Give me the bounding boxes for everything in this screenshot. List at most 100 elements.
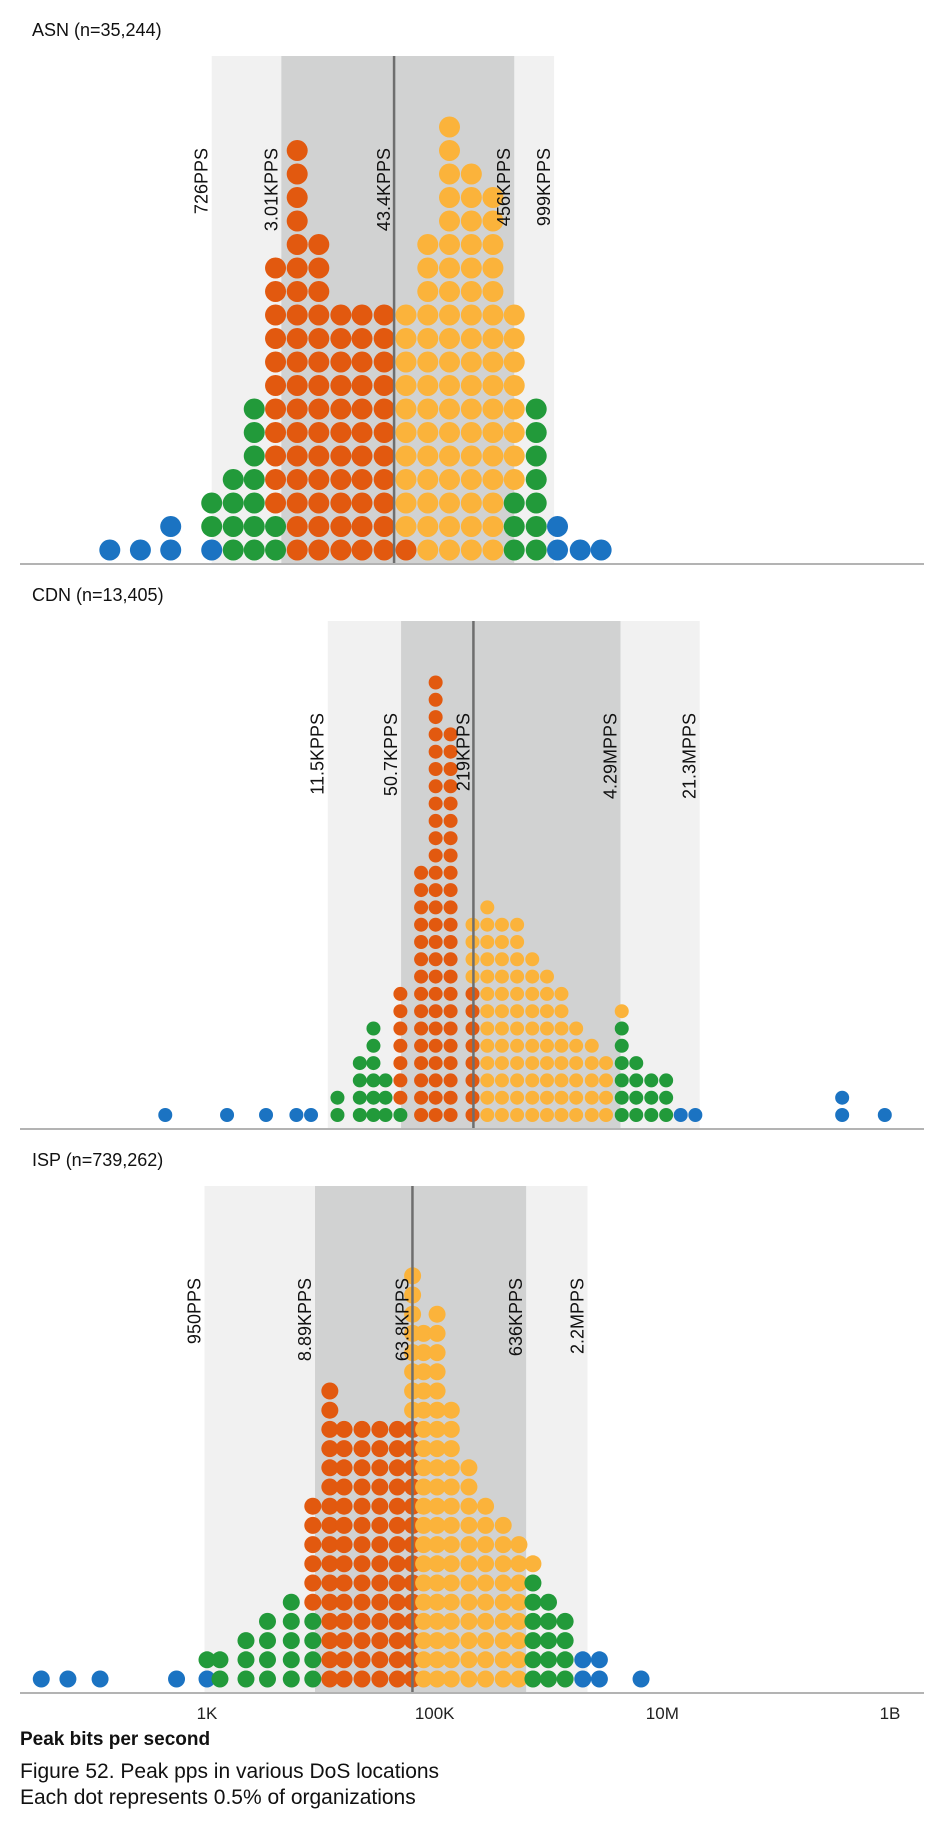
dot-upper-quartile	[480, 1038, 495, 1053]
dot-upper-quartile	[539, 1038, 554, 1053]
dot-upper-quartile	[494, 1021, 509, 1036]
dot-upper-quartile	[439, 257, 461, 279]
dot-upper-quartile	[428, 1670, 446, 1688]
dot-lower-quartile	[388, 1536, 406, 1554]
dot-upper-quartile	[439, 163, 461, 185]
dot-lower-quartile	[286, 351, 308, 373]
dot-outer-band	[330, 1108, 345, 1122]
dot-outer-band	[330, 1090, 345, 1105]
dot-lower-quartile	[286, 492, 308, 514]
dot-upper-quartile	[525, 986, 540, 1001]
dot-lower-quartile	[393, 1073, 408, 1088]
dot-upper-quartile	[417, 234, 439, 255]
dot-lower-quartile	[286, 187, 308, 208]
dot-lower-quartile	[373, 445, 395, 467]
dot-upper-quartile	[494, 1670, 512, 1688]
dot-upper-quartile	[569, 1021, 584, 1036]
dot-outer-tail	[835, 1108, 850, 1122]
dot-upper-quartile	[554, 1056, 569, 1071]
dot-upper-quartile	[415, 1363, 433, 1381]
dot-outer-tail	[220, 1108, 235, 1122]
dot-outer-band	[282, 1632, 300, 1650]
dot-upper-quartile	[494, 935, 509, 949]
dot-upper-quartile	[439, 445, 461, 467]
dot-upper-quartile	[417, 257, 439, 279]
dot-lower-quartile	[388, 1651, 406, 1669]
dot-upper-quartile	[415, 1382, 433, 1400]
dot-upper-quartile	[439, 422, 461, 443]
dot-outer-band	[201, 516, 223, 537]
dot-lower-quartile	[428, 1004, 443, 1019]
dot-upper-quartile	[442, 1612, 460, 1630]
dot-upper-quartile	[415, 1420, 433, 1438]
dot-upper-quartile	[554, 986, 569, 1001]
dot-upper-quartile	[417, 445, 439, 467]
percentile-label: 43.4KPPS	[374, 148, 394, 231]
dot-lower-quartile	[304, 1555, 322, 1573]
dot-lower-quartile	[428, 969, 443, 984]
dot-upper-quartile	[395, 375, 417, 396]
dot-outer-band	[540, 1651, 557, 1669]
dot-lower-quartile	[428, 1108, 443, 1122]
dot-outer-band	[525, 539, 547, 561]
dot-outer-tail	[32, 1670, 50, 1688]
x-tick-label: 1K	[197, 1704, 218, 1723]
dot-upper-quartile	[482, 234, 504, 255]
dot-upper-quartile	[439, 375, 461, 396]
dot-lower-quartile	[330, 445, 352, 467]
dot-lower-quartile	[330, 539, 352, 561]
dot-upper-quartile	[395, 351, 417, 373]
percentile-label: 2.2MPPS	[567, 1278, 587, 1354]
dot-upper-quartile	[460, 187, 482, 208]
dot-lower-quartile	[443, 900, 458, 915]
dot-upper-quartile	[525, 1038, 540, 1053]
dot-upper-quartile	[494, 1632, 512, 1650]
dot-upper-quartile	[510, 1056, 525, 1071]
dot-lower-quartile	[321, 1651, 339, 1669]
dot-outer-band	[243, 492, 265, 514]
dot-lower-quartile	[265, 375, 287, 396]
dot-lower-quartile	[393, 1090, 408, 1105]
dot-upper-quartile	[415, 1536, 433, 1554]
dot-outer-band	[629, 1056, 644, 1071]
dot-upper-quartile	[554, 1021, 569, 1036]
dot-lower-quartile	[443, 831, 458, 846]
dot-outer-band	[629, 1108, 644, 1122]
dot-outer-band	[282, 1612, 300, 1630]
dot-upper-quartile	[482, 187, 504, 208]
dot-lower-quartile	[428, 796, 443, 811]
dot-lower-quartile	[351, 516, 373, 537]
dot-outer-tail	[835, 1090, 850, 1105]
dot-outer-band	[524, 1593, 542, 1611]
dot-lower-quartile	[353, 1516, 371, 1534]
dot-lower-quartile	[353, 1497, 371, 1515]
dot-upper-quartile	[494, 1651, 512, 1669]
dot-lower-quartile	[321, 1516, 339, 1534]
dot-upper-quartile	[460, 163, 482, 185]
dot-upper-quartile	[482, 351, 504, 373]
dot-upper-quartile	[439, 304, 461, 326]
percentile-label: 219KPPS	[453, 713, 473, 791]
dot-upper-quartile	[415, 1632, 433, 1650]
dot-outer-band	[304, 1651, 322, 1669]
dot-outer-band	[524, 1612, 542, 1630]
dot-outer-band	[556, 1670, 574, 1688]
dot-outer-band	[614, 1108, 629, 1122]
dot-upper-quartile	[428, 1420, 446, 1438]
dot-upper-quartile	[415, 1324, 433, 1342]
dot-lower-quartile	[353, 1670, 371, 1688]
percentile-label: 726PPS	[192, 148, 212, 214]
dot-upper-quartile	[482, 539, 504, 561]
dot-upper-quartile	[395, 304, 417, 326]
dot-upper-quartile	[439, 492, 461, 514]
dot-upper-quartile	[460, 398, 482, 420]
dot-outer-tail	[160, 516, 182, 537]
dot-outer-band	[265, 539, 287, 561]
dot-upper-quartile	[439, 539, 461, 561]
dot-upper-quartile	[415, 1651, 433, 1669]
dot-lower-quartile	[443, 848, 458, 863]
dot-lower-quartile	[373, 351, 395, 373]
dot-upper-quartile	[510, 1090, 525, 1105]
dot-outer-band	[614, 1090, 629, 1105]
